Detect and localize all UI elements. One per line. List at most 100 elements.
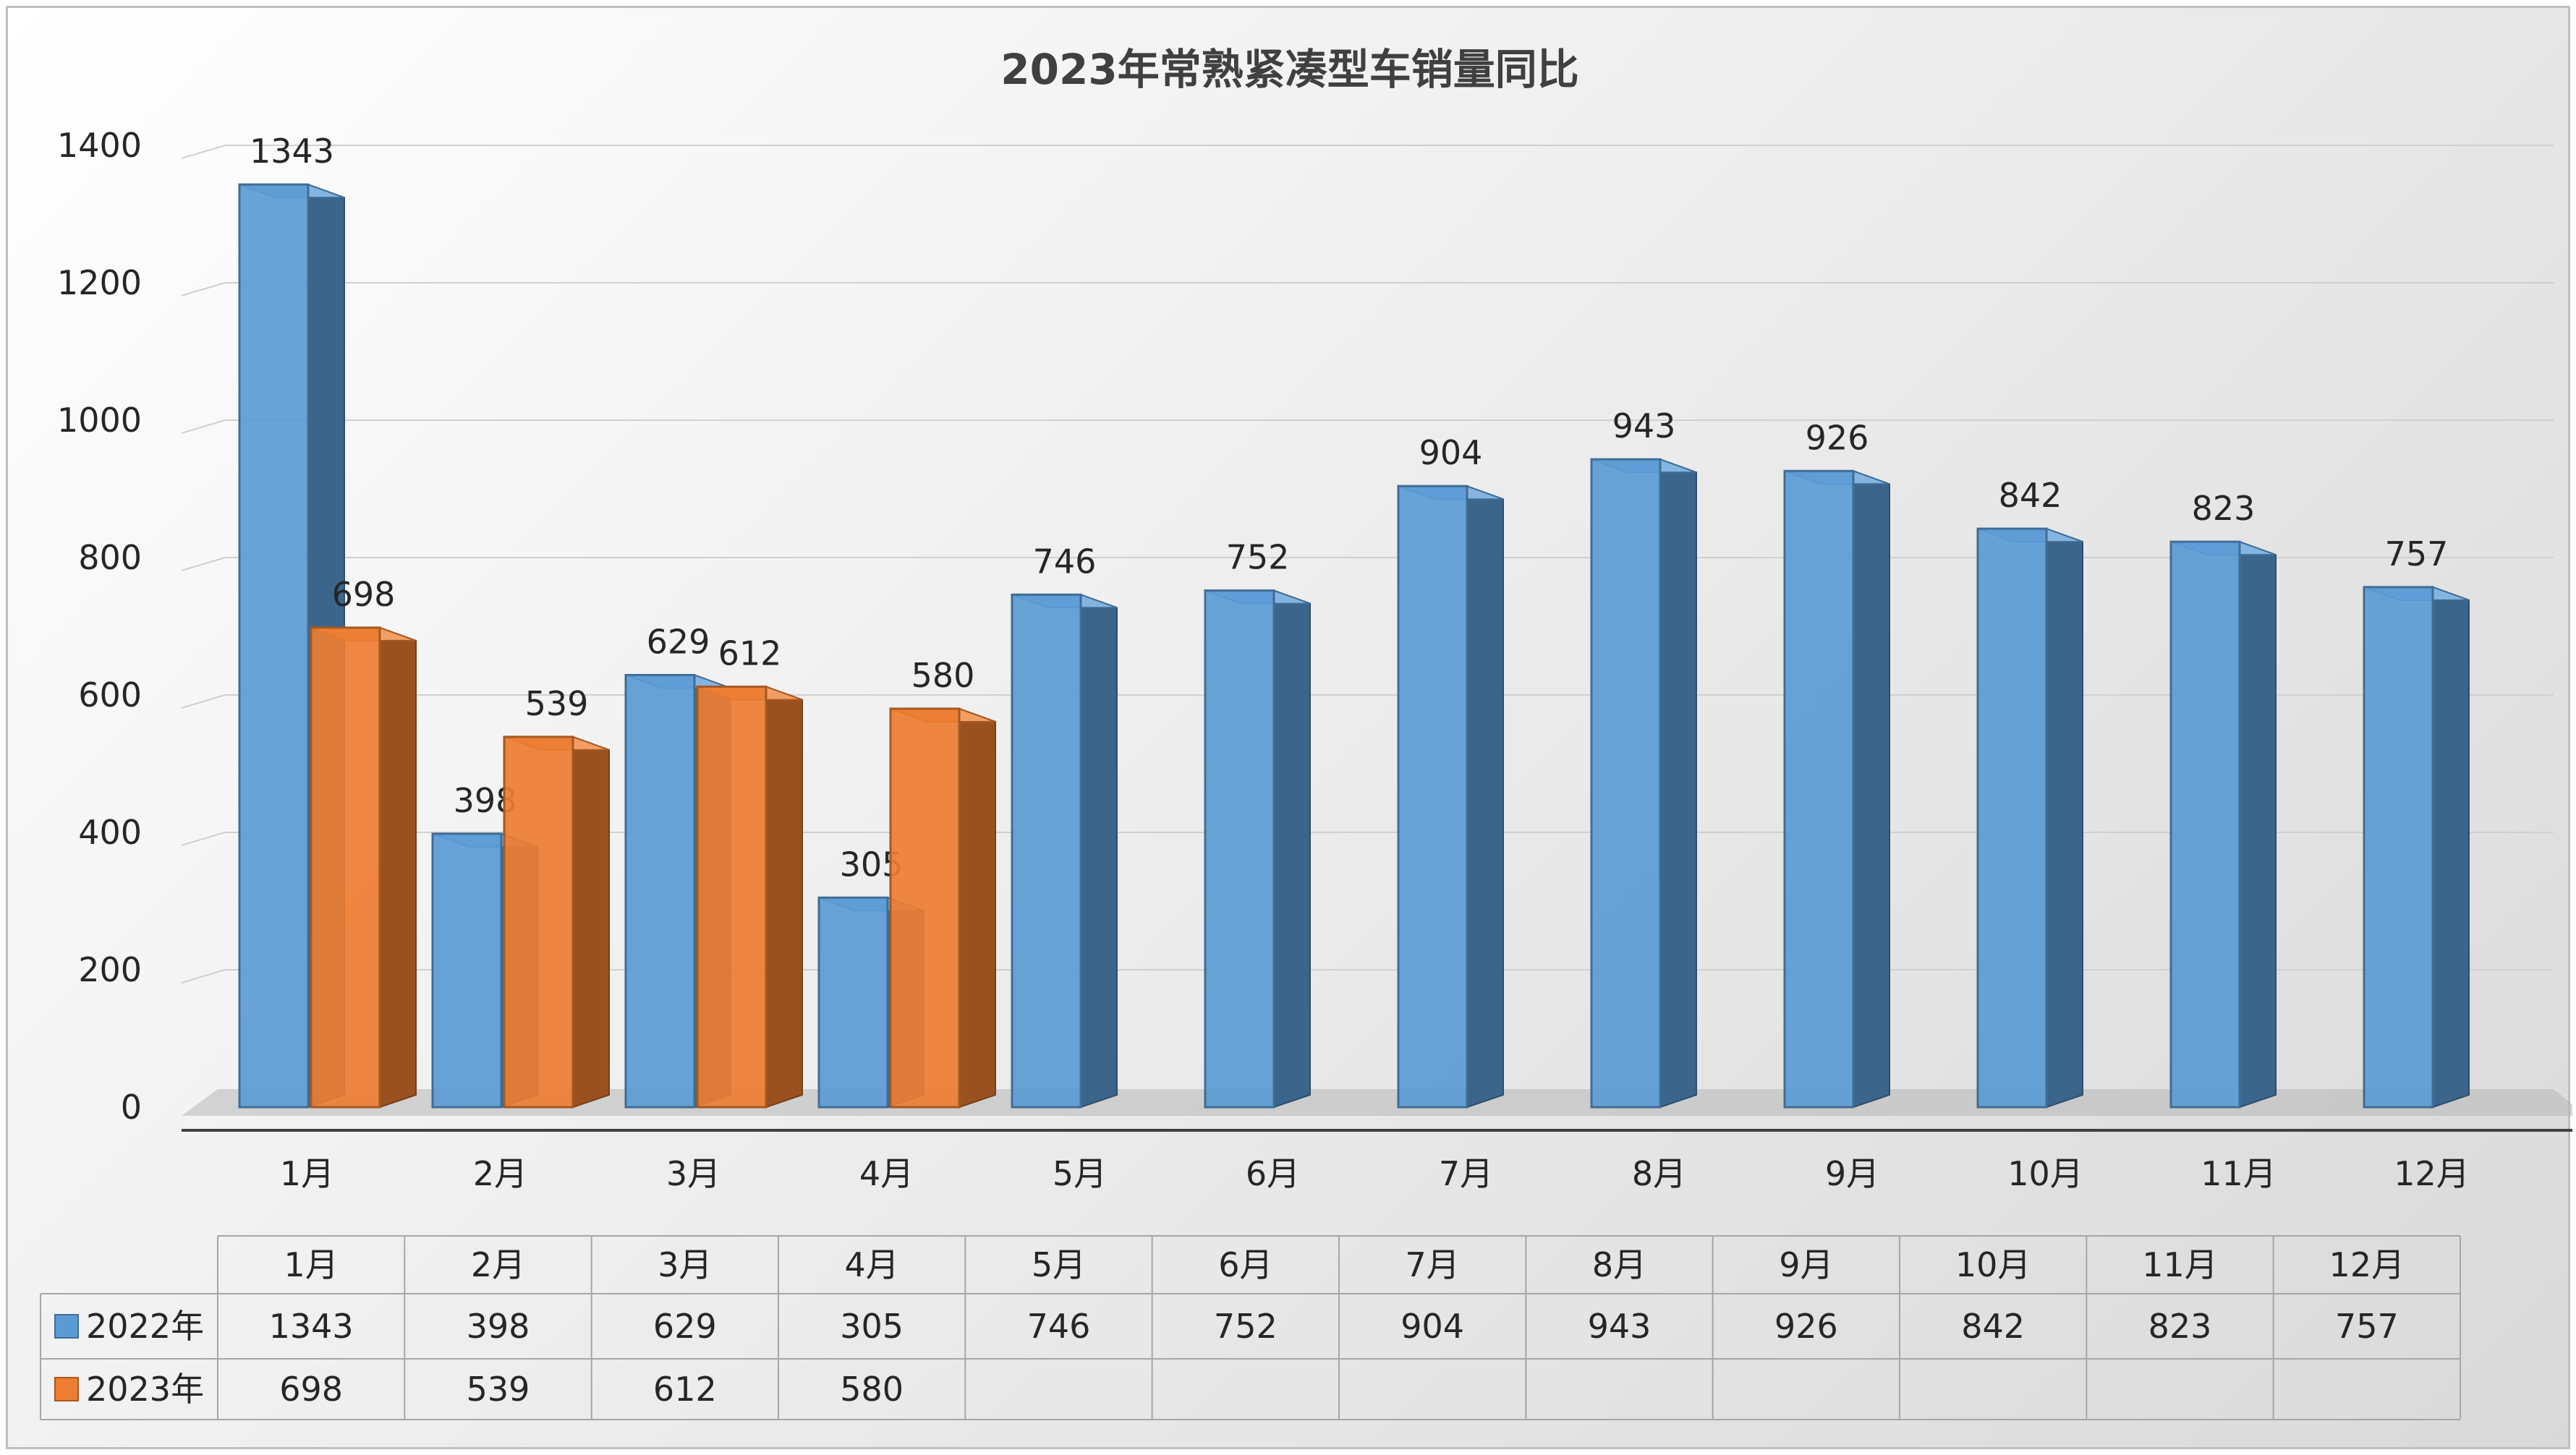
table-value-cell: 752 <box>1214 1307 1278 1346</box>
bar <box>2169 540 2241 1109</box>
x-tick-label: 11月 <box>2201 1154 2277 1193</box>
bar <box>1783 469 1855 1109</box>
bar-side <box>2046 527 2083 1109</box>
data-label: 580 <box>911 656 975 695</box>
table-header-cell: 1月 <box>284 1245 339 1284</box>
table-value-cell: 629 <box>653 1307 717 1346</box>
table-value-cell: 398 <box>467 1307 530 1346</box>
table-header-cell: 2月 <box>471 1245 525 1284</box>
table-header-cell: 12月 <box>2329 1245 2405 1284</box>
table-value-cell: 698 <box>279 1370 343 1409</box>
table-value-cell: 1343 <box>269 1307 354 1346</box>
bar-side <box>2432 586 2470 1109</box>
data-label: 539 <box>525 684 589 723</box>
gridline-side <box>181 832 226 846</box>
bar-side <box>2239 540 2277 1109</box>
x-tick-label: 6月 <box>1246 1154 1300 1193</box>
data-label: 698 <box>332 575 396 614</box>
x-tick-label: 1月 <box>280 1154 334 1193</box>
table-value-cell: 842 <box>1961 1307 2025 1346</box>
data-label: 757 <box>2385 534 2449 573</box>
y-tick-label: 1200 <box>57 263 142 302</box>
x-tick-label: 7月 <box>1439 1154 1493 1193</box>
data-label: 746 <box>1033 542 1097 581</box>
table-header-cell: 11月 <box>2142 1245 2218 1284</box>
y-tick-label: 800 <box>78 538 142 577</box>
y-tick-label: 1000 <box>57 401 142 440</box>
table-value-cell: 580 <box>840 1370 904 1409</box>
bar-side <box>765 686 803 1109</box>
x-tick-label: 8月 <box>1632 1154 1686 1193</box>
data-label: 823 <box>2192 489 2256 528</box>
gridline-side <box>181 419 226 434</box>
y-tick-label: 0 <box>121 1088 142 1127</box>
bar-side <box>1080 593 1118 1109</box>
data-table: 1月 2月 3月 4月 5月 6月 7月 8月 9月 10月 11月 12月 2022年 1343 398 6… <box>40 1235 2461 1420</box>
bar-side <box>1659 458 1697 1109</box>
data-label: 1343 <box>250 132 334 171</box>
chart-svg: 2023年常熟紧凑型车销量同比 0 200 400 600 800 1000 1200 140… <box>40 45 2572 1420</box>
data-label: 842 <box>1999 476 2062 515</box>
data-label: 943 <box>1612 406 1676 445</box>
bar <box>1590 458 1662 1109</box>
chart-area: 2023年常熟紧凑型车销量同比 0 200 400 600 800 1000 1200 140… <box>6 6 2572 1449</box>
table-value-cell: 926 <box>1774 1307 1838 1346</box>
table-header-cell: 7月 <box>1406 1245 1460 1284</box>
table-value-cell: 943 <box>1588 1307 1652 1346</box>
table-header-cell: 6月 <box>1218 1245 1272 1284</box>
data-label: 752 <box>1226 538 1290 577</box>
bar <box>889 707 961 1109</box>
data-label: 629 <box>647 622 710 661</box>
bar-side <box>572 735 610 1109</box>
gridline-side <box>181 145 226 159</box>
gridline-side <box>181 694 226 709</box>
legend-swatch <box>54 1377 79 1401</box>
bar-side <box>1273 589 1311 1109</box>
x-tick-label: 4月 <box>859 1154 914 1193</box>
gridline-side <box>181 282 226 296</box>
bar <box>817 896 889 1109</box>
gridline-side <box>181 969 226 983</box>
chart-title: 2023年常熟紧凑型车销量同比 <box>1000 45 1578 94</box>
bar-side <box>1853 469 1890 1109</box>
bar-side <box>958 707 996 1109</box>
x-tick-label: 9月 <box>1825 1154 1879 1193</box>
bar <box>238 183 310 1109</box>
bar <box>503 735 574 1109</box>
table-value-cell: 539 <box>467 1370 530 1409</box>
y-tick-label: 1400 <box>57 126 142 165</box>
data-label: 904 <box>1419 433 1483 472</box>
x-tick-label: 10月 <box>2007 1154 2083 1193</box>
bar <box>310 626 381 1109</box>
y-tick-label: 400 <box>78 813 142 852</box>
bar <box>1976 527 2048 1109</box>
table-value-cell: 904 <box>1400 1307 1464 1346</box>
legend-swatch <box>54 1314 79 1339</box>
data-label: 612 <box>718 634 782 673</box>
table-header-cell: 5月 <box>1032 1245 1086 1284</box>
bar <box>624 673 696 1109</box>
x-tick-label: 3月 <box>666 1154 720 1193</box>
table-header-cell: 8月 <box>1592 1245 1646 1284</box>
data-label: 926 <box>1806 418 1869 457</box>
table-value-cell: 746 <box>1027 1307 1091 1346</box>
bar-side <box>379 626 417 1109</box>
bar <box>1011 593 1082 1109</box>
bar <box>431 832 503 1109</box>
legend-series-name: 2022年 <box>86 1307 204 1346</box>
x-tick-label: 5月 <box>1053 1154 1107 1193</box>
bar <box>2363 586 2434 1109</box>
table-header-cell: 9月 <box>1779 1245 1833 1284</box>
x-tick-label: 12月 <box>2394 1154 2470 1193</box>
bar-side <box>1466 485 1504 1109</box>
gridline-side <box>181 557 226 571</box>
y-tick-label: 600 <box>78 675 142 714</box>
table-header-cell: 4月 <box>845 1245 899 1284</box>
legend-series-name: 2023年 <box>86 1370 204 1409</box>
bar <box>1397 485 1468 1109</box>
bar <box>696 686 768 1109</box>
table-value-cell: 757 <box>2335 1307 2399 1346</box>
table-header-cell: 10月 <box>1955 1245 2031 1284</box>
y-tick-label: 200 <box>78 950 142 989</box>
